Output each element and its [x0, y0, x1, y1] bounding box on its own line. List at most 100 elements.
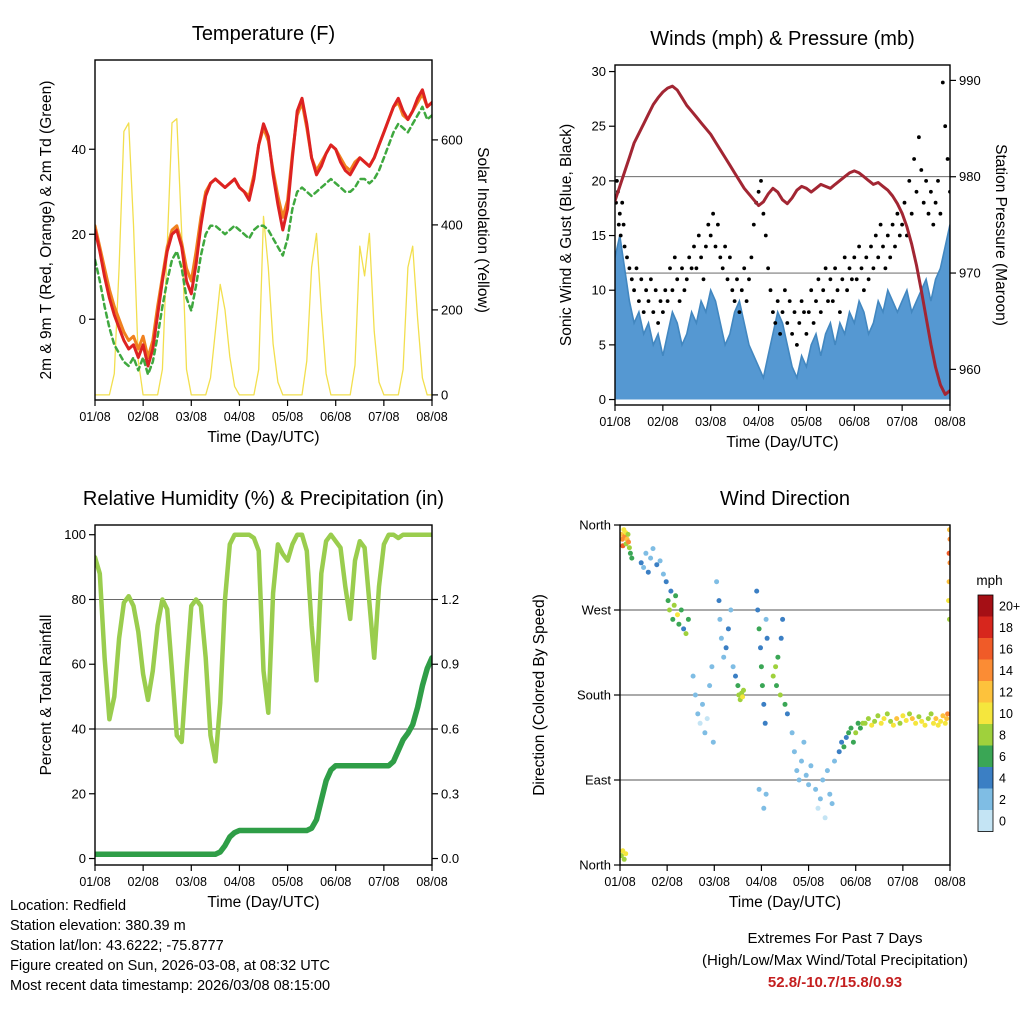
svg-text:100: 100 — [64, 527, 86, 542]
svg-text:25: 25 — [592, 119, 606, 134]
recent-data-timestamp: Most recent data timestamp: 2026/03/08 0… — [10, 978, 331, 994]
svg-text:05/08: 05/08 — [272, 875, 303, 889]
svg-text:970: 970 — [959, 266, 981, 281]
temperature-left-axis: 0 20 40 2m & 9m T (Red, Orange) & 2m Td (Gr… — [38, 81, 95, 379]
svg-text:03/08: 03/08 — [176, 410, 207, 424]
wind-direction-x-axis: 01/08 02/08 03/08 04/08 05/08 06/08 07/08 08/08… — [604, 865, 966, 911]
svg-text:06/08: 06/08 — [840, 875, 871, 889]
humidity-precip-panel: 01/08 02/08 03/08 04/08 05/08 06/08 07/08 08/08… — [0, 470, 512, 915]
station-location: Location: Redfield — [10, 898, 127, 914]
sonic-wind — [615, 224, 950, 400]
svg-text:8: 8 — [999, 728, 1006, 742]
svg-text:Sonic Wind & Gust (Blue, Black: Sonic Wind & Gust (Blue, Black) — [558, 124, 575, 346]
svg-text:03/08: 03/08 — [699, 875, 730, 889]
extremes-values: 52.8/-10.7/15.8/0.93 — [767, 974, 903, 991]
svg-text:980: 980 — [959, 169, 981, 184]
winds-pressure-left-axis: 0 5 10 15 20 25 30 Sonic Wind & Gust (Blue, Bla… — [558, 64, 615, 407]
svg-text:02/08: 02/08 — [647, 415, 678, 429]
figure-created-timestamp: Figure created on Sun, 2026-03-08, at 08… — [10, 958, 330, 974]
direction-points — [620, 527, 950, 862]
extremes-subtitle: (High/Low/Max Wind/Total Precipitation) — [702, 952, 968, 969]
svg-text:14: 14 — [999, 664, 1013, 678]
svg-text:30: 30 — [592, 64, 606, 79]
svg-text:Time (Day/UTC): Time (Day/UTC) — [729, 894, 841, 910]
svg-text:Time (Day/UTC): Time (Day/UTC) — [207, 429, 319, 446]
svg-text:Percent & Total Rainfall: Percent & Total Rainfall — [38, 615, 55, 776]
svg-text:6: 6 — [999, 750, 1006, 764]
svg-text:04/08: 04/08 — [743, 415, 774, 429]
svg-text:0: 0 — [79, 851, 86, 866]
wind-gust — [615, 80, 950, 347]
svg-text:06/08: 06/08 — [320, 410, 351, 424]
temperature-plot: 01/08 02/08 03/08 04/08 05/08 06/08 07/08 08/08… — [38, 23, 491, 446]
svg-text:0.3: 0.3 — [441, 786, 459, 801]
svg-text:07/08: 07/08 — [887, 415, 918, 429]
winds-pressure-chart: 01/08 02/08 03/08 04/08 05/08 06/08 07/08 08/08… — [558, 28, 1009, 451]
winds-pressure-right-axis: 960 970 980 990 Station Pressure (Maroon) — [950, 73, 1009, 377]
svg-text:40: 40 — [72, 722, 86, 737]
svg-text:05/08: 05/08 — [793, 875, 824, 889]
svg-text:Time (Day/UTC): Time (Day/UTC) — [207, 894, 319, 910]
svg-text:5: 5 — [599, 337, 606, 352]
svg-text:04/08: 04/08 — [746, 875, 777, 889]
temperature-frame — [94, 59, 433, 401]
svg-text:04/08: 04/08 — [224, 410, 255, 424]
winds-pressure-title: Winds (mph) & Pressure (mb) — [650, 28, 915, 50]
svg-text:05/08: 05/08 — [272, 410, 303, 424]
station-pressure — [615, 84, 950, 396]
svg-text:Time (Day/UTC): Time (Day/UTC) — [726, 434, 838, 451]
winds-pressure-series — [615, 80, 950, 400]
svg-text:01/08: 01/08 — [604, 875, 635, 889]
svg-text:0: 0 — [441, 387, 448, 402]
svg-text:08/08: 08/08 — [416, 875, 447, 889]
svg-text:0: 0 — [79, 312, 86, 327]
temperature-chart: 01/08 02/08 03/08 04/08 05/08 06/08 07/08 08/08… — [38, 23, 491, 446]
svg-text:07/08: 07/08 — [368, 410, 399, 424]
total-rainfall — [95, 655, 432, 857]
svg-text:12: 12 — [999, 685, 1013, 699]
colorbar: mph 20+ 18 16 14 12 10 8 6 4 2 0 — [976, 573, 1020, 832]
svg-text:15: 15 — [592, 228, 606, 243]
humidity-precip-left-axis: 0 20 40 60 80 100 Percent & Total Rainfall — [38, 527, 95, 866]
wind-direction-left-axis: North East South West North Direction (Colore… — [531, 518, 620, 873]
extremes-info: Extremes For Past 7 Days (High/Low/Max W… — [628, 928, 1024, 994]
svg-text:02/08: 02/08 — [128, 410, 159, 424]
humidity-precip-chart: 01/08 02/08 03/08 04/08 05/08 06/08 07/08 08/08… — [38, 488, 459, 911]
svg-text:Station Pressure (Maroon): Station Pressure (Maroon) — [992, 144, 1009, 326]
humidity-precip-right-axis: 0.0 0.3 0.6 0.9 1.2 — [432, 592, 459, 866]
svg-text:600: 600 — [441, 132, 463, 147]
svg-text:18: 18 — [999, 621, 1013, 635]
svg-text:0: 0 — [999, 814, 1006, 828]
svg-text:80: 80 — [72, 592, 86, 607]
svg-text:06/08: 06/08 — [839, 415, 870, 429]
wind-direction-plot: 01/08 02/08 03/08 04/08 05/08 06/08 07/08 08/08… — [531, 488, 1020, 911]
humidity-precip-title: Relative Humidity (%) & Precipitation (i… — [83, 488, 444, 510]
svg-text:02/08: 02/08 — [652, 875, 683, 889]
station-latlon: Station lat/lon: 43.6222; -75.8777 — [10, 938, 224, 954]
svg-text:0.6: 0.6 — [441, 722, 459, 737]
svg-text:West: West — [582, 603, 612, 618]
temperature-right-axis: 0 200 400 600 Solar Insolation (Yellow) — [432, 132, 491, 402]
colorbar-title: mph — [976, 573, 1002, 588]
svg-text:1.2: 1.2 — [441, 592, 459, 607]
svg-text:4: 4 — [999, 771, 1006, 785]
svg-text:North: North — [579, 518, 611, 533]
svg-text:04/08: 04/08 — [224, 875, 255, 889]
svg-text:40: 40 — [72, 142, 86, 157]
svg-text:10: 10 — [999, 707, 1013, 721]
svg-text:03/08: 03/08 — [176, 875, 207, 889]
svg-text:08/08: 08/08 — [934, 875, 965, 889]
svg-text:20: 20 — [72, 227, 86, 242]
temperature-title: Temperature (F) — [192, 23, 335, 45]
winds-pressure-plot: 01/08 02/08 03/08 04/08 05/08 06/08 07/08 08/08… — [558, 28, 1009, 451]
wind-direction-title: Wind Direction — [720, 488, 850, 510]
svg-text:400: 400 — [441, 217, 463, 232]
temperature-series — [95, 88, 432, 396]
svg-text:60: 60 — [72, 657, 86, 672]
svg-text:08/08: 08/08 — [416, 410, 447, 424]
station-elevation: Station elevation: 380.39 m — [10, 918, 186, 934]
extremes-title: Extremes For Past 7 Days — [747, 930, 923, 947]
temp-2m — [95, 88, 432, 368]
relative-humidity — [95, 532, 432, 764]
